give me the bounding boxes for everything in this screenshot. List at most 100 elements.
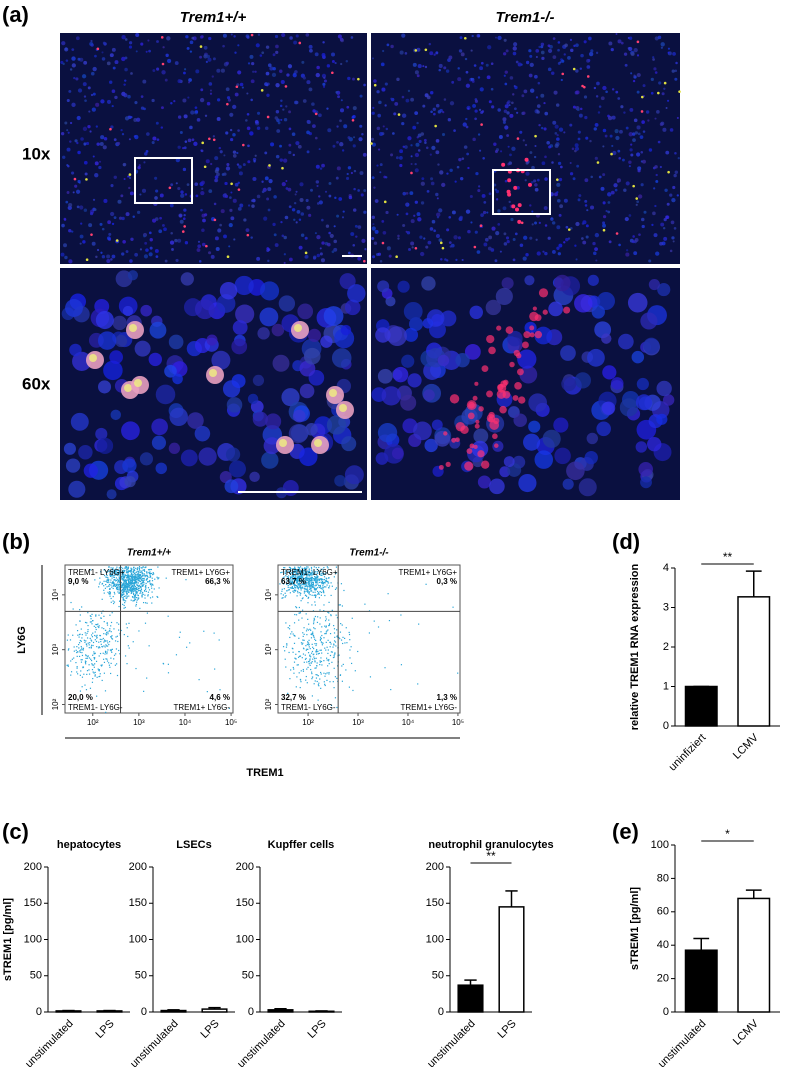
y-tick-label: 100 <box>236 933 254 945</box>
event-dot <box>111 598 112 599</box>
nucleus <box>318 195 320 197</box>
signal <box>556 178 559 181</box>
event-dot <box>81 662 82 663</box>
nucleus <box>234 52 236 54</box>
nucleus <box>247 126 251 130</box>
nucleus <box>101 51 103 53</box>
nucleus <box>509 104 511 106</box>
nucleus <box>77 58 80 61</box>
nucleus <box>615 129 619 133</box>
event-dot <box>109 592 110 593</box>
cell-signal <box>513 186 517 190</box>
signal <box>90 233 93 236</box>
event-dot <box>101 613 102 614</box>
event-dot <box>293 633 294 634</box>
event-dot <box>323 591 324 592</box>
signal <box>242 144 245 147</box>
nucleus <box>578 194 581 197</box>
event-dot <box>333 681 334 682</box>
nucleus <box>535 188 539 192</box>
event-dot <box>308 642 309 643</box>
nucleus <box>295 141 299 145</box>
event-dot <box>141 595 142 596</box>
nucleus <box>502 277 514 289</box>
event-dot <box>135 574 136 575</box>
nucleus <box>229 209 232 212</box>
event-dot <box>334 640 335 641</box>
event-dot <box>369 632 370 633</box>
nucleus <box>348 136 351 139</box>
nucleus <box>636 394 652 410</box>
nucleus <box>655 180 658 183</box>
nucleus <box>491 62 494 65</box>
nucleus <box>635 238 639 242</box>
event-dot <box>106 632 107 633</box>
nucleus <box>608 116 612 120</box>
nucleus <box>184 114 188 118</box>
event-dot <box>143 582 144 583</box>
nucleus <box>612 151 616 155</box>
nucleus <box>225 131 228 134</box>
event-dot <box>136 589 137 590</box>
nucleus <box>609 240 612 243</box>
cell-signal <box>507 178 511 182</box>
nucleus <box>196 194 199 197</box>
event-dot <box>322 644 323 645</box>
nucleus <box>380 163 383 166</box>
event-dot <box>109 641 110 642</box>
nucleus <box>160 193 164 197</box>
nucleus <box>592 305 605 318</box>
event-dot <box>147 578 148 579</box>
event-dot <box>88 669 89 670</box>
x-tick-label: 10⁵ <box>452 718 464 727</box>
signal <box>183 225 186 228</box>
event-dot <box>328 620 329 621</box>
event-dot <box>79 656 80 657</box>
event-dot <box>319 582 320 583</box>
event-dot <box>137 569 138 570</box>
event-dot <box>309 663 310 664</box>
nucleus <box>510 76 514 80</box>
event-dot <box>144 591 145 592</box>
nucleus <box>465 58 467 60</box>
nucleus <box>561 79 563 81</box>
event-dot <box>130 568 131 569</box>
nucleus <box>564 43 568 47</box>
nucleus <box>630 72 632 74</box>
event-dot <box>309 646 310 647</box>
nucleus <box>317 254 320 257</box>
event-dot <box>95 674 96 675</box>
event-dot <box>100 639 101 640</box>
event-dot <box>127 588 128 589</box>
event-dot <box>99 625 100 626</box>
signal <box>161 36 164 39</box>
event-dot <box>310 578 311 579</box>
nucleus <box>578 131 581 134</box>
nucleus <box>68 90 71 93</box>
event-dot <box>88 643 89 644</box>
nucleus <box>575 372 591 388</box>
nucleus <box>299 246 303 250</box>
nucleus <box>64 47 68 51</box>
nucleus <box>439 64 443 68</box>
y-tick-label: 150 <box>236 897 254 909</box>
event-dot <box>306 582 307 583</box>
nucleus <box>224 182 227 185</box>
event-dot <box>311 672 312 673</box>
event-dot <box>127 627 128 628</box>
nucleus <box>644 211 647 214</box>
event-dot <box>85 658 86 659</box>
event-dot <box>133 571 134 572</box>
nucleus <box>353 188 356 191</box>
nucleus <box>139 164 141 166</box>
nucleus <box>317 202 320 205</box>
nucleus <box>190 41 194 45</box>
signal <box>261 89 264 92</box>
nucleus <box>250 236 252 238</box>
bar <box>161 1011 186 1012</box>
nucleus <box>288 151 291 154</box>
nucleus <box>121 35 125 39</box>
event-dot <box>94 675 95 676</box>
nucleus <box>586 224 589 227</box>
